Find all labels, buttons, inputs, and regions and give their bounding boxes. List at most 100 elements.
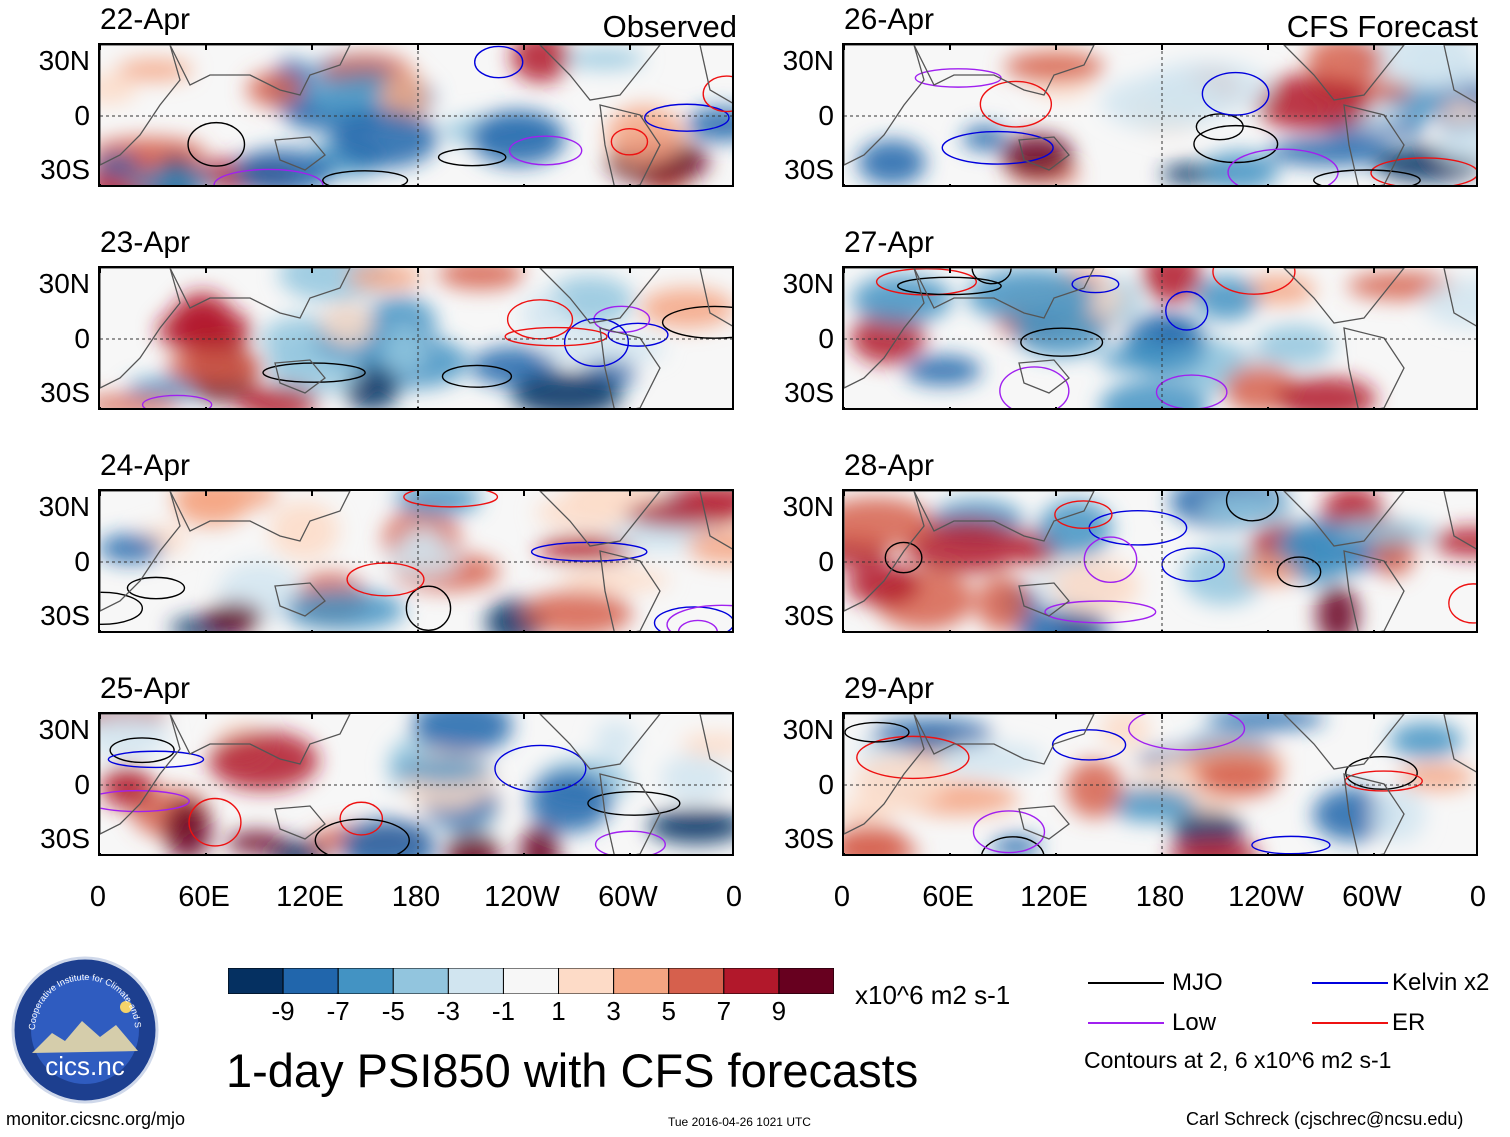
contour-line — [1051, 729, 1127, 761]
coastline — [539, 491, 661, 547]
map-field — [844, 45, 1476, 185]
lat-label: 30S — [784, 600, 834, 631]
lat-label: 30N — [782, 45, 834, 76]
contour-line — [109, 737, 175, 764]
lon-label: 0 — [725, 881, 743, 913]
anomaly-blob — [393, 758, 494, 782]
anomaly-blob — [851, 275, 953, 324]
anomaly-blob — [845, 563, 920, 606]
coastline — [1343, 773, 1405, 854]
lat-label: 30S — [40, 154, 90, 185]
colorbar-tick-label: 3 — [606, 996, 621, 1026]
coastline — [699, 268, 732, 327]
coastline — [1443, 491, 1476, 550]
contour-line — [141, 394, 213, 408]
anomaly-blob — [853, 754, 945, 812]
anomaly-blob — [269, 501, 339, 561]
anomaly-blob — [1306, 45, 1384, 84]
lat-label: 30S — [784, 154, 834, 185]
colorbar-tick-label: 5 — [661, 996, 676, 1026]
contour-line — [677, 619, 718, 631]
panel-date-29-apr: 29-Apr — [844, 672, 935, 705]
anomaly-blob — [1051, 558, 1140, 615]
anomaly-blob — [1149, 321, 1198, 345]
map-panel-26-apr — [842, 43, 1478, 187]
colorbar-swatch — [668, 967, 725, 995]
panel-date-25-apr: 25-Apr — [100, 672, 191, 705]
anomaly-blob — [1065, 759, 1123, 818]
contour-line — [1128, 714, 1246, 751]
anomaly-blob — [528, 770, 612, 833]
contour-line — [653, 606, 732, 631]
coastline — [539, 714, 661, 770]
lon-label: 120W — [484, 881, 560, 913]
anomaly-blob — [1435, 124, 1476, 164]
coastline — [1343, 104, 1405, 185]
anomaly-blob — [1000, 133, 1074, 178]
anomaly-blob — [1335, 520, 1437, 544]
contour-line — [100, 591, 144, 626]
forecast-header: CFS Forecast — [1286, 9, 1478, 44]
contour-line — [346, 562, 425, 597]
anomaly-blob — [1370, 786, 1426, 844]
anomaly-blob — [1169, 838, 1260, 854]
coastline — [599, 550, 661, 631]
panel-date-27-apr: 27-Apr — [844, 226, 935, 259]
contour-line — [213, 168, 324, 185]
anomaly-blob — [1406, 45, 1476, 91]
lat-label: 30S — [40, 823, 90, 854]
coastline — [169, 45, 351, 96]
colorbar-swatch — [778, 967, 835, 995]
anomaly-blob — [1313, 787, 1391, 842]
coastline — [1343, 550, 1405, 631]
anomaly-blob — [157, 306, 253, 354]
lat-label: 0 — [74, 769, 90, 800]
anomaly-blob — [1038, 499, 1113, 558]
coastline — [1443, 45, 1476, 104]
colorbar — [227, 967, 835, 995]
lon-label: 180 — [1135, 881, 1185, 913]
coastline — [913, 714, 1095, 765]
anomaly-blob — [1099, 379, 1209, 408]
lat-label: 30S — [784, 377, 834, 408]
anomaly-blob — [535, 496, 642, 529]
map-panel-25-apr — [98, 712, 734, 856]
anomaly-blob — [320, 302, 374, 347]
contour-line — [1071, 275, 1120, 294]
contour-line — [1020, 327, 1104, 357]
contour-line — [972, 810, 1046, 854]
observed-header: Observed — [602, 9, 737, 44]
footer-url[interactable]: monitor.cicsnc.org/mjo — [6, 1109, 186, 1129]
coastline — [539, 268, 661, 324]
coastline — [913, 268, 1095, 319]
anomaly-blob — [903, 518, 1028, 574]
contour-note: Contours at 2, 6 x10^6 m2 s-1 — [1084, 1047, 1392, 1073]
map-panel-28-apr — [842, 489, 1478, 633]
anomaly-blob — [1142, 268, 1203, 303]
coastline — [699, 491, 732, 550]
map-field — [100, 45, 732, 185]
coastline — [599, 773, 661, 854]
lon-label: 120E — [276, 881, 344, 913]
anomaly-blob — [640, 287, 732, 329]
lat-label: 0 — [818, 323, 834, 354]
coastline — [844, 268, 925, 389]
coastline — [100, 268, 181, 389]
anomaly-blob — [174, 491, 248, 527]
contour-line — [884, 541, 923, 574]
map-field — [844, 491, 1476, 631]
lon-label: 120E — [1020, 881, 1088, 913]
anomaly-blob — [470, 110, 566, 167]
contour-line — [1370, 157, 1476, 185]
anomaly-blob — [962, 125, 1008, 151]
contour-line — [941, 130, 1054, 165]
contour-line — [587, 790, 681, 816]
anomaly-blob — [975, 575, 1029, 631]
anomaly-blob — [904, 355, 982, 386]
lat-label: 30S — [784, 823, 834, 854]
anomaly-blob — [437, 268, 524, 290]
colorbar-swatch — [282, 967, 339, 995]
lon-label: 60W — [598, 881, 658, 913]
anomaly-blob — [100, 394, 181, 408]
colorbar-swatch — [337, 967, 394, 995]
